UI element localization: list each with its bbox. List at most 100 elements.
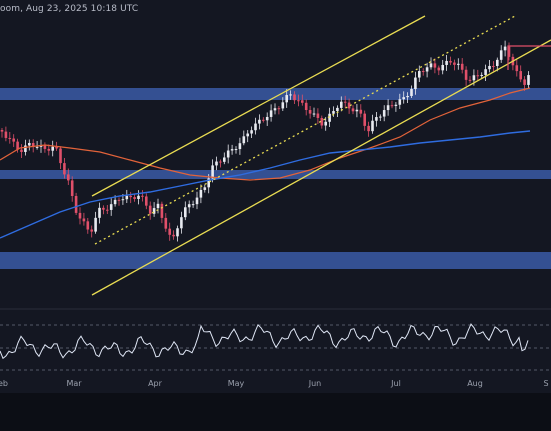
candle-body bbox=[78, 212, 82, 219]
candle-body bbox=[398, 99, 402, 105]
candle-body bbox=[63, 163, 66, 175]
candle-body bbox=[191, 204, 195, 206]
candle-body bbox=[152, 208, 156, 214]
candle-body bbox=[223, 157, 226, 162]
candle-body bbox=[98, 207, 101, 218]
candle-body bbox=[499, 50, 503, 60]
ma-blue-line bbox=[0, 130, 531, 239]
candle-body bbox=[328, 113, 331, 122]
candle-body bbox=[492, 65, 495, 67]
candle-body bbox=[121, 199, 125, 201]
candle-body bbox=[219, 161, 222, 163]
candle-body bbox=[301, 100, 304, 103]
candle-body bbox=[390, 105, 394, 107]
month-label: Jul bbox=[391, 379, 401, 388]
candle-body bbox=[476, 75, 480, 77]
candle-body bbox=[519, 71, 522, 80]
candle-body bbox=[515, 65, 519, 72]
month-label: eb bbox=[0, 379, 8, 388]
candle-body bbox=[445, 60, 448, 65]
candle-body bbox=[164, 217, 168, 229]
candle-body bbox=[43, 145, 47, 149]
support-zone-3 bbox=[0, 252, 551, 269]
candle-body bbox=[488, 65, 491, 70]
candle-body bbox=[468, 79, 472, 81]
candle-body bbox=[51, 146, 54, 151]
month-label: May bbox=[227, 379, 245, 388]
candle-body bbox=[16, 141, 19, 150]
candle-body bbox=[250, 130, 253, 134]
candle-body bbox=[496, 59, 499, 66]
candle-body bbox=[484, 69, 487, 75]
candle-body bbox=[187, 204, 191, 208]
candle-body bbox=[355, 109, 359, 112]
candle-body bbox=[113, 199, 117, 205]
candle-body bbox=[480, 74, 483, 76]
candle-body bbox=[141, 195, 144, 197]
candle-body bbox=[304, 102, 308, 111]
channel-lower-line bbox=[91, 39, 551, 296]
candle-body bbox=[449, 60, 452, 63]
candle-body bbox=[343, 101, 347, 103]
candle-body bbox=[180, 217, 183, 229]
candle-body bbox=[285, 95, 288, 103]
candle-body bbox=[172, 234, 175, 237]
candle-body bbox=[394, 104, 398, 106]
candle-body bbox=[437, 67, 441, 71]
candle-body bbox=[277, 108, 281, 110]
candle-body bbox=[406, 95, 409, 98]
candle-body bbox=[503, 46, 507, 51]
candle-body bbox=[234, 149, 238, 151]
candle-body bbox=[156, 203, 160, 209]
support-zone-2 bbox=[0, 170, 551, 179]
candle-body bbox=[351, 108, 355, 112]
candle-body bbox=[258, 119, 261, 124]
month-label: S bbox=[543, 379, 549, 388]
candle-body bbox=[137, 195, 140, 199]
candle-body bbox=[425, 67, 429, 72]
candle-body bbox=[55, 146, 58, 149]
candle-body bbox=[168, 228, 171, 235]
candle-body bbox=[254, 123, 257, 131]
candle-body bbox=[523, 79, 526, 85]
red-box-outline bbox=[507, 45, 551, 70]
candle-body bbox=[90, 229, 93, 232]
candle-body bbox=[457, 63, 460, 65]
candle-body bbox=[145, 196, 148, 206]
candle-body bbox=[20, 149, 23, 152]
candle-body bbox=[47, 148, 51, 151]
candle-body bbox=[433, 63, 437, 68]
candle-body bbox=[86, 221, 90, 230]
candle-body bbox=[203, 187, 207, 190]
candle-body bbox=[94, 217, 97, 232]
month-label: Jun bbox=[308, 379, 322, 388]
candle-body bbox=[507, 46, 511, 57]
candle-body bbox=[129, 195, 132, 198]
candle-body bbox=[379, 116, 382, 118]
candle-body bbox=[363, 113, 366, 126]
candle-body bbox=[195, 197, 199, 205]
candle-body bbox=[371, 120, 374, 132]
candle-body bbox=[262, 119, 265, 121]
candle-body bbox=[453, 62, 456, 65]
rsi-line bbox=[0, 323, 529, 360]
candle-body bbox=[441, 64, 444, 71]
candle-body bbox=[324, 121, 327, 126]
month-label: Apr bbox=[148, 379, 162, 388]
candle-body bbox=[226, 150, 230, 158]
candle-body bbox=[102, 207, 105, 210]
candle-body bbox=[12, 138, 15, 142]
candle-body bbox=[242, 136, 246, 144]
candle-body bbox=[312, 113, 316, 115]
candle-body bbox=[109, 204, 113, 210]
candle-body bbox=[375, 117, 378, 121]
candle-body bbox=[297, 100, 300, 102]
candle-body bbox=[410, 89, 413, 96]
candle-body bbox=[347, 102, 351, 109]
candle-body bbox=[176, 228, 179, 237]
candle-body bbox=[382, 110, 386, 117]
month-label: Aug bbox=[467, 379, 483, 388]
channel-mid-dotted-line bbox=[94, 15, 516, 245]
candle-body bbox=[31, 142, 35, 147]
candle-body bbox=[281, 102, 285, 109]
